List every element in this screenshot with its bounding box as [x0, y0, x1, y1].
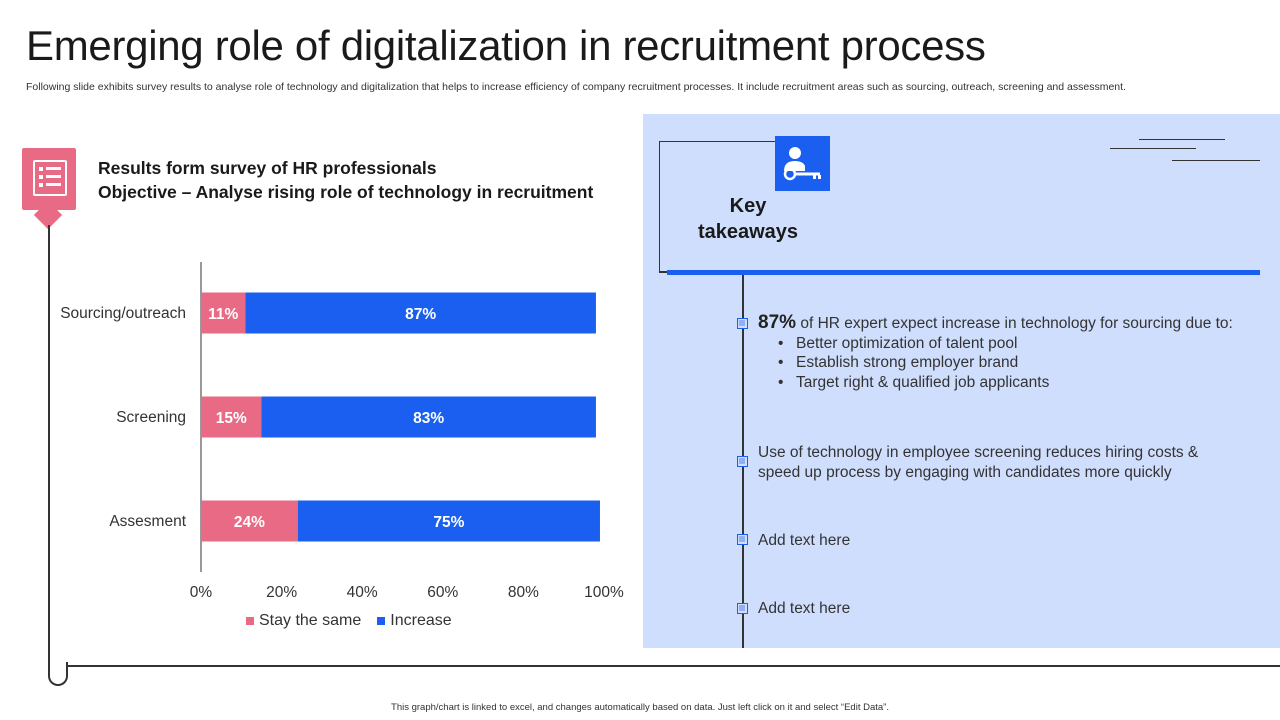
- user-key-icon: [775, 136, 830, 191]
- bullet-item: Target right & qualified job applicants: [778, 373, 1258, 393]
- x-tick-label: 100%: [584, 584, 624, 601]
- takeaway-stat: 87%: [758, 312, 797, 333]
- timeline-marker: [737, 534, 748, 545]
- timeline-marker: [737, 603, 748, 614]
- bar-value-label: 11%: [208, 306, 238, 323]
- stacked-bar-chart: Sourcing/outreach 11% 87% Screening 15% 83% As…: [60, 262, 624, 601]
- bar-stay: [201, 396, 262, 438]
- bullet-item: Establish strong employer brand: [778, 353, 1258, 373]
- slide-subtitle: Following slide exhibits survey results …: [26, 81, 1126, 93]
- decor-line: [1110, 148, 1196, 149]
- takeaway-bullets: Better optimization of talent pool Estab…: [778, 334, 1258, 393]
- legend-label-stay: Stay the same: [259, 612, 362, 629]
- bar-stay: [201, 292, 246, 334]
- takeaways-title: Key takeaways: [668, 193, 828, 245]
- takeaway-item-1: 87% of HR expert expect increase in tech…: [758, 313, 1258, 392]
- takeaway-item-3: Add text here: [758, 532, 851, 549]
- takeaways-title-line2: takeaways: [697, 221, 799, 243]
- survey-heading: Results form survey of HR professionals: [98, 158, 437, 178]
- x-tick-label: 40%: [347, 584, 378, 601]
- takeaways-title-line1: Key: [729, 195, 767, 217]
- takeaway-item-4: Add text here: [758, 600, 851, 617]
- decor-line: [1139, 139, 1225, 140]
- footer-note: This graph/chart is linked to excel, and…: [391, 702, 889, 713]
- x-tick-label: 80%: [508, 584, 539, 601]
- category-label: Screening: [116, 409, 186, 426]
- bar-increase: [297, 500, 600, 542]
- legend-item-increase: Increase: [377, 612, 452, 630]
- legend-swatch-stay: [246, 617, 254, 625]
- timeline-marker: [737, 318, 748, 329]
- bar-value-label: 83%: [413, 410, 444, 427]
- bar-value-label: 75%: [433, 514, 464, 531]
- bar-stay: [201, 500, 298, 542]
- takeaways-bracket-end: [659, 271, 667, 273]
- x-tick-label: 0%: [190, 584, 213, 601]
- timeline-marker: [737, 456, 748, 467]
- x-tick-label: 20%: [266, 584, 297, 601]
- decor-line: [1172, 160, 1260, 161]
- bar-increase: [261, 396, 596, 438]
- legend-label-increase: Increase: [390, 612, 452, 629]
- takeaways-bracket: [659, 141, 777, 272]
- category-label: Assesment: [109, 513, 186, 530]
- takeaway-item-2: Use of technology in employee screening …: [758, 444, 1199, 481]
- bar-increase: [245, 292, 596, 334]
- survey-objective: Objective – Analyse rising role of techn…: [98, 182, 594, 202]
- slide-title: Emerging role of digitalization in recru…: [26, 22, 986, 69]
- frame-vertical-line: [48, 225, 50, 673]
- takeaway-text: of HR expert expect increase in technolo…: [796, 315, 1233, 332]
- bar-value-label: 87%: [405, 306, 436, 323]
- legend-item-stay: Stay the same: [246, 612, 361, 630]
- frame-horizontal-line: [66, 665, 1280, 667]
- frame-corner: [48, 662, 68, 686]
- chart-legend: Stay the same Increase: [246, 612, 452, 630]
- bar-value-label: 24%: [234, 514, 265, 531]
- x-tick-label: 60%: [427, 584, 458, 601]
- legend-swatch-increase: [377, 617, 386, 625]
- bar-value-label: 15%: [216, 410, 247, 427]
- category-label: Sourcing/outreach: [60, 305, 186, 322]
- takeaways-divider: [667, 270, 1260, 275]
- bullet-item: Better optimization of talent pool: [778, 334, 1258, 354]
